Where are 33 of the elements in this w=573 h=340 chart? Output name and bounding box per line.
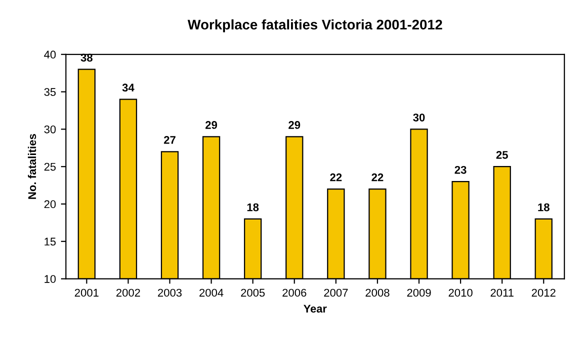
x-tick-label: 2009: [407, 288, 431, 297]
y-tick-label: 40: [44, 50, 56, 59]
data-label: 18: [247, 203, 259, 212]
x-tick-label: 2012: [532, 288, 556, 297]
x-tick-label: 2003: [158, 288, 182, 297]
y-tick-label: 25: [44, 162, 56, 171]
data-label: 27: [164, 136, 176, 144]
data-label: 30: [413, 114, 425, 122]
y-tick-label: 30: [44, 125, 56, 134]
chart-title: Workplace fatalities Victoria 2001-2012: [188, 19, 442, 32]
data-label: 22: [372, 173, 384, 182]
x-tick-label: 2007: [324, 288, 348, 297]
y-tick-label: 15: [44, 238, 56, 246]
x-tick-label: 2011: [490, 288, 514, 297]
x-tick-label: 2008: [366, 288, 390, 297]
data-label: 23: [454, 166, 466, 174]
y-tick-label: 10: [44, 275, 56, 283]
x-axis-title: Year: [304, 304, 327, 313]
x-tick-label: 2006: [282, 288, 306, 297]
x-tick-label: 2004: [199, 288, 224, 297]
y-tick-label: 20: [44, 200, 56, 208]
data-label: 34: [122, 84, 134, 92]
y-tick-label: 35: [44, 88, 56, 96]
data-label: 18: [538, 203, 550, 212]
x-tick-label: 2010: [448, 288, 472, 297]
x-tick-label: 2002: [116, 288, 140, 297]
x-tick-label: 2005: [241, 288, 265, 297]
x-tick-label: 2001: [74, 288, 98, 297]
y-axis-title: No. fatalities: [28, 134, 36, 199]
data-label: 22: [330, 173, 342, 182]
data-label: 29: [288, 121, 300, 129]
data-label: 29: [206, 121, 218, 129]
data-label: 25: [496, 150, 508, 159]
